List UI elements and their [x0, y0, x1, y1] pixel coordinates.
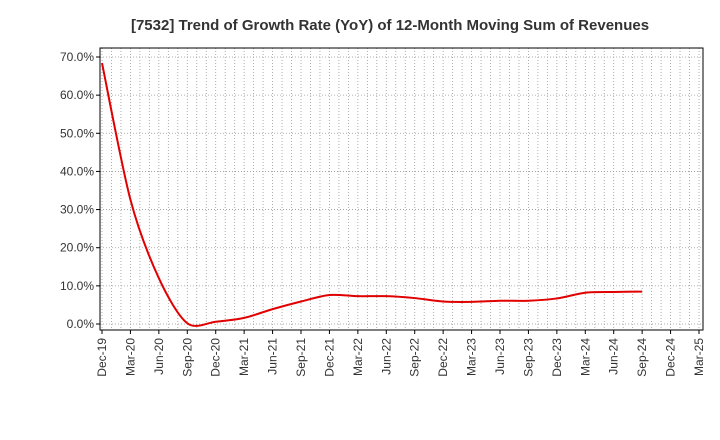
data-point	[527, 300, 529, 302]
x-tick-label: Sep-20	[180, 338, 194, 377]
data-point	[471, 301, 473, 303]
x-tick-label: Dec-21	[322, 338, 336, 377]
x-tick-label: Sep-21	[294, 338, 308, 377]
data-point	[158, 277, 160, 279]
y-tick-label: 70.0%	[60, 50, 94, 64]
x-tick-label: Dec-22	[436, 338, 450, 377]
data-point	[442, 300, 444, 302]
data-point	[357, 295, 359, 297]
data-point	[215, 321, 217, 323]
plot-area	[99, 47, 704, 331]
x-axis: Dec-19 Mar-20 Jun-20 Sep-20 Dec-20 Mar-21 Jun-…	[95, 330, 706, 377]
x-tick-label: Mar-23	[465, 338, 479, 376]
data-point	[243, 317, 245, 319]
data-point	[385, 295, 387, 297]
chart-title: [7532] Trend of Growth Rate (YoY) of 12-…	[131, 17, 649, 34]
x-tick-label: Jun-22	[379, 338, 393, 375]
x-tick-label: Jun-20	[152, 338, 166, 375]
y-tick-label: 10.0%	[60, 279, 94, 293]
grid-lines	[100, 48, 703, 330]
x-tick-label: Dec-20	[209, 338, 223, 377]
data-point	[613, 291, 615, 293]
y-tick-label: 20.0%	[60, 241, 94, 255]
x-tick-label: Sep-24	[635, 338, 649, 377]
data-point	[584, 292, 586, 294]
data-point	[186, 322, 188, 324]
x-tick-label: Sep-22	[408, 338, 422, 377]
data-point	[414, 297, 416, 299]
x-tick-label: Dec-23	[550, 338, 564, 377]
data-point	[101, 62, 103, 64]
y-tick-label: 0.0%	[67, 317, 95, 331]
y-tick-label: 60.0%	[60, 88, 94, 102]
x-tick-label: Dec-24	[664, 338, 678, 377]
data-point	[328, 294, 330, 296]
y-axis: 0.0% 10.0% 20.0% 30.0% 40.0% 50.0% 60.0% 70.0%	[60, 50, 100, 331]
x-tick-label: Sep-23	[521, 338, 535, 377]
data-point	[641, 291, 643, 293]
x-tick-label: Mar-22	[351, 338, 365, 376]
x-tick-label: Mar-25	[692, 338, 706, 376]
x-tick-label: Mar-21	[237, 338, 251, 376]
x-tick-label: Jun-23	[493, 338, 507, 375]
x-tick-label: Mar-24	[578, 338, 592, 376]
x-tick-label: Jun-21	[266, 338, 280, 375]
series-layer	[101, 62, 643, 327]
y-tick-label: 30.0%	[60, 203, 94, 217]
x-tick-label: Dec-19	[95, 338, 109, 377]
series-line-0	[101, 62, 643, 327]
data-point	[300, 300, 302, 302]
data-point	[499, 300, 501, 302]
x-tick-label: Jun-24	[607, 338, 621, 375]
x-tick-label: Mar-20	[123, 338, 137, 376]
data-point	[129, 199, 131, 201]
y-tick-label: 50.0%	[60, 126, 94, 140]
data-point	[556, 297, 558, 299]
data-point	[272, 308, 274, 310]
y-tick-label: 40.0%	[60, 164, 94, 178]
